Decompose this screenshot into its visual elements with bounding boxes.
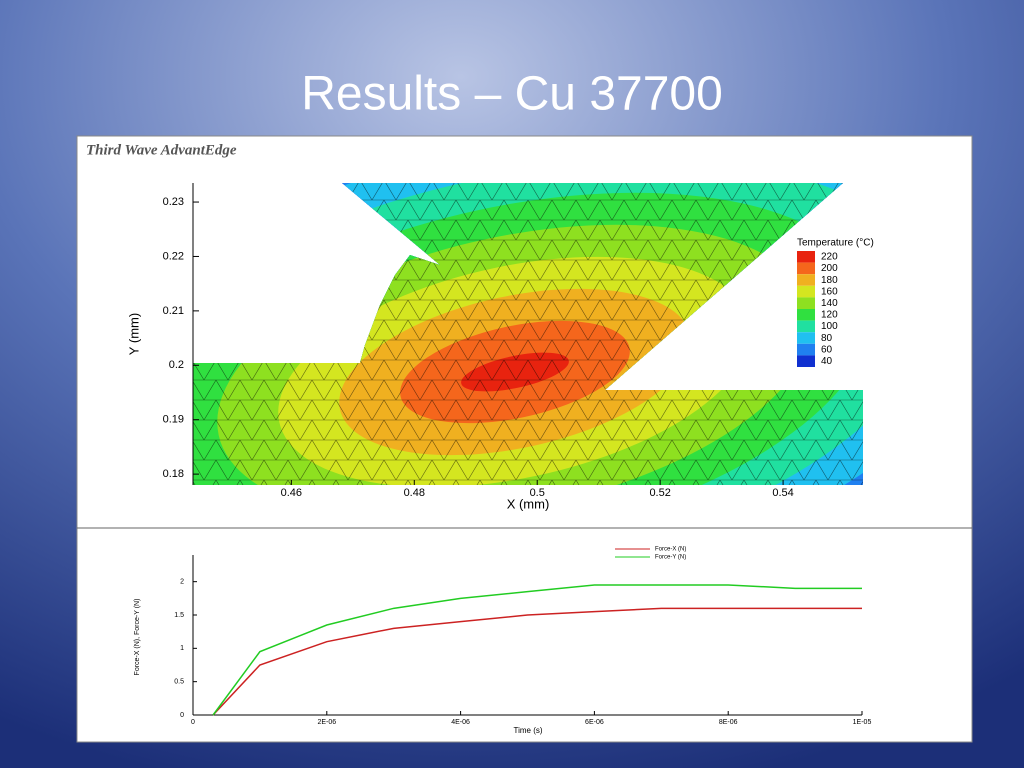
legend-swatch (797, 262, 815, 275)
legend-label: 120 (821, 310, 838, 321)
x-tick-label: 6E-06 (585, 719, 604, 726)
legend-title: Temperature (°C) (797, 238, 874, 249)
y-tick-label: 0.19 (163, 414, 184, 426)
series-line (212, 607, 862, 716)
y-tick-label: 1.5 (174, 612, 184, 619)
x-tick-label: 4E-06 (451, 719, 470, 726)
y-axis-label: Force-X (N), Force-Y (N) (134, 599, 141, 676)
legend-swatch (797, 355, 815, 367)
y-tick-label: 2 (180, 579, 184, 586)
legend-label: 200 (821, 263, 838, 274)
legend-swatch (797, 297, 815, 309)
y-tick-label: 0.5 (174, 679, 184, 686)
legend-swatch (797, 274, 815, 286)
legend-swatch (797, 251, 815, 263)
x-tick-label: 0.54 (772, 487, 793, 499)
y-tick-label: 0.23 (163, 196, 184, 208)
y-axis-label: Y (mm) (126, 313, 141, 355)
y-tick-label: 0.2 (169, 359, 184, 371)
x-tick-label: 2E-06 (317, 719, 336, 726)
legend-label: 100 (821, 321, 838, 332)
slide-title: Results – Cu 37700 (301, 68, 723, 121)
legend-label: Force-Y (N) (655, 555, 686, 561)
legend-label: 80 (821, 333, 833, 344)
y-tick-label: 0.21 (163, 305, 184, 317)
x-tick-label: 8E-06 (719, 719, 738, 726)
legend-label: 60 (821, 344, 833, 355)
legend-swatch (797, 309, 815, 321)
x-tick-label: 0.48 (404, 487, 425, 499)
x-tick-label: 0 (191, 719, 195, 726)
y-tick-label: 0 (180, 712, 184, 719)
legend-label: 180 (821, 275, 838, 286)
y-tick-label: 0.18 (163, 468, 184, 480)
legend-swatch (797, 332, 815, 344)
series-line (212, 584, 862, 716)
legend-label: 220 (821, 252, 838, 263)
legend-swatch (797, 320, 815, 333)
x-tick-label: 0.46 (281, 487, 302, 499)
legend-label: 140 (821, 298, 838, 309)
legend-label: Force-X (N) (655, 547, 686, 553)
x-axis-label: X (mm) (507, 496, 550, 511)
x-tick-label: 1E-05 (853, 719, 872, 726)
legend-swatch (797, 343, 815, 356)
x-tick-label: 0.5 (530, 487, 545, 499)
legend-label: 40 (821, 356, 833, 367)
y-tick-label: 0.22 (163, 250, 184, 262)
x-axis-label: Time (s) (513, 726, 542, 735)
legend-swatch (797, 285, 815, 298)
legend-label: 160 (821, 286, 838, 297)
software-label: Third Wave AdvantEdge (86, 142, 237, 158)
y-tick-label: 1 (180, 645, 184, 652)
x-tick-label: 0.52 (649, 487, 670, 499)
